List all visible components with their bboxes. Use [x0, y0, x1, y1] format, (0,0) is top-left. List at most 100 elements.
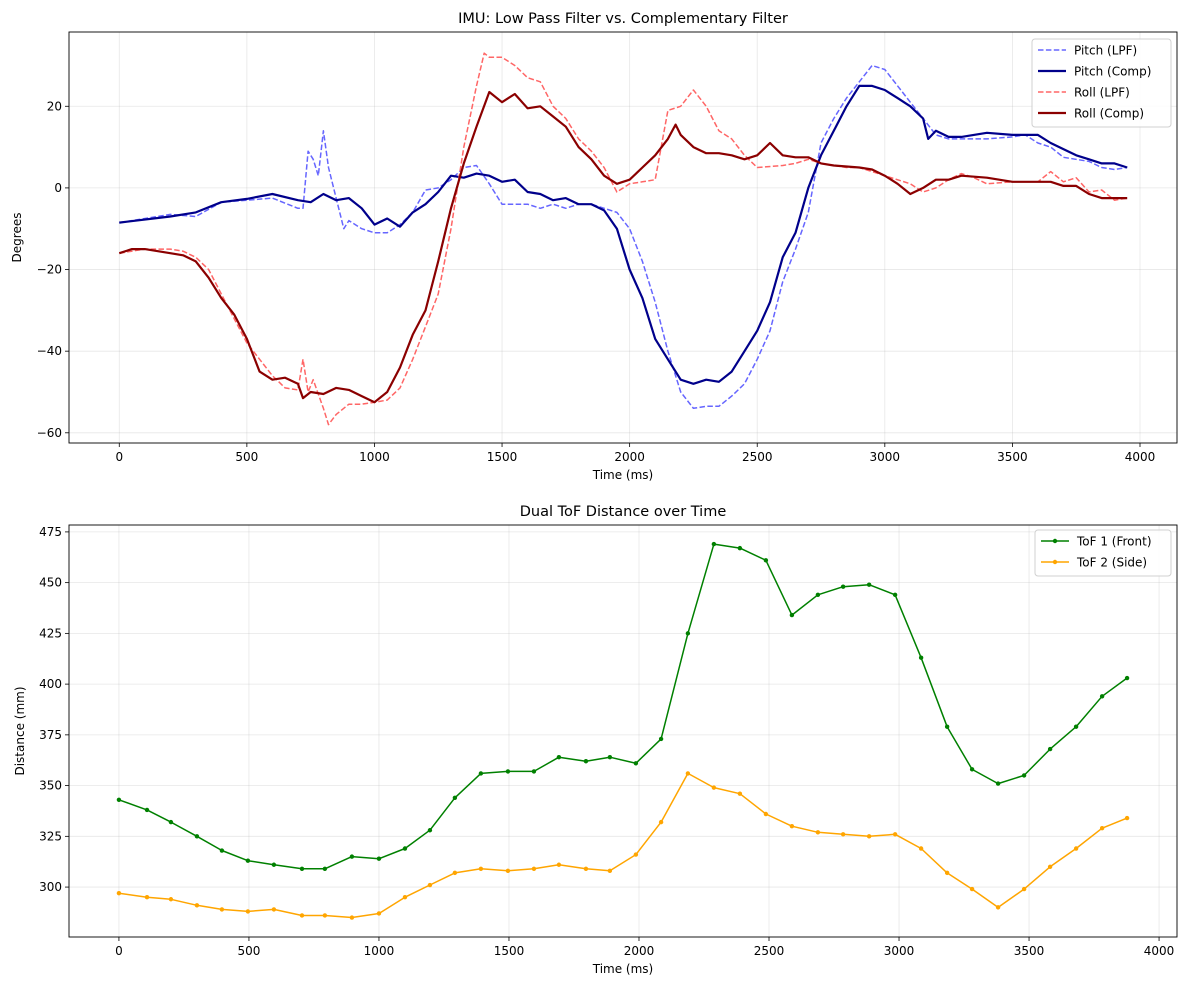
x-tick-label: 3500 [997, 450, 1028, 464]
y-tick-label: 400 [39, 677, 62, 691]
data-point [556, 754, 562, 760]
y-tick-label: −60 [37, 426, 62, 440]
data-point [116, 890, 122, 896]
x-tick-label: 1500 [494, 944, 525, 958]
x-axis-label: Time (ms) [592, 962, 654, 976]
data-point [918, 655, 924, 660]
x-tick-label: 2000 [614, 450, 645, 464]
y-tick-label: 425 [39, 626, 62, 640]
legend: ToF 1 (Front) ToF 2 (Side) [1034, 529, 1172, 577]
x-tick-label: 1500 [487, 450, 518, 464]
data-point [271, 862, 277, 867]
x-tick-label: 4000 [1125, 450, 1156, 464]
data-point [322, 913, 328, 918]
data-point [789, 612, 795, 618]
chart-title: Dual ToF Distance over Time [520, 504, 727, 520]
data-point [1021, 773, 1027, 778]
data-point [478, 866, 484, 872]
legend-marker [1052, 538, 1058, 544]
data-point [685, 631, 691, 636]
y-tick-label: 325 [39, 829, 62, 843]
data-point [1021, 886, 1027, 892]
data-point [168, 897, 174, 902]
data-point [1047, 746, 1053, 752]
data-point [505, 769, 511, 774]
axes-frame [68, 524, 1178, 938]
y-tick-label: 475 [39, 525, 62, 539]
data-point [144, 895, 150, 900]
data-point [866, 834, 872, 839]
data-point [607, 754, 613, 760]
x-tick-label: 4000 [1144, 944, 1175, 958]
data-point [658, 819, 664, 825]
y-tick-label: −20 [37, 263, 62, 277]
data-point [168, 819, 174, 825]
data-point [478, 771, 484, 776]
data-point [1073, 846, 1079, 851]
data-point [711, 541, 717, 547]
data-point [1124, 815, 1130, 821]
data-point [763, 811, 769, 817]
series-line-0 [118, 543, 1128, 870]
data-point [271, 907, 277, 912]
data-point [1099, 826, 1105, 831]
y-tick-label: 0 [54, 181, 62, 195]
data-point [789, 823, 795, 829]
legend-label: Pitch (Comp) [1074, 65, 1151, 79]
data-point [219, 907, 225, 912]
y-tick-label: −40 [37, 344, 62, 358]
legend-box [1031, 38, 1172, 128]
data-point [840, 832, 846, 837]
data-point [427, 828, 433, 833]
legend-label: Roll (Comp) [1074, 107, 1144, 121]
data-point [1124, 675, 1130, 681]
data-point [452, 795, 458, 800]
data-point [531, 866, 537, 872]
x-axis-label: Time (ms) [592, 468, 654, 482]
data-point [299, 866, 305, 872]
data-point [556, 862, 562, 867]
data-point [995, 905, 1001, 910]
series-group [116, 541, 1130, 920]
data-point [892, 832, 898, 837]
x-tick-label: 2500 [754, 944, 785, 958]
legend-label: ToF 2 (Side) [1076, 556, 1147, 570]
data-point [194, 834, 200, 839]
data-point [531, 769, 537, 774]
y-axis-label: Degrees [10, 213, 24, 263]
data-point [349, 915, 355, 920]
series-group [118, 52, 1128, 426]
data-point [144, 807, 150, 813]
y-tick-label: 20 [47, 99, 62, 113]
x-tick-label: 3500 [1014, 944, 1045, 958]
chart-title: IMU: Low Pass Filter vs. Complementary F… [458, 11, 788, 27]
x-tick-label: 500 [235, 450, 258, 464]
data-point [969, 886, 975, 892]
data-point [376, 911, 382, 916]
x-tick-label: 3000 [870, 450, 901, 464]
x-tick-label: 3000 [884, 944, 915, 958]
series-line-2 [119, 52, 1128, 426]
series-line-3 [118, 90, 1128, 404]
subplot-2: 0 500 1000 1500 2000 2500 3000 3500 4000 300 325 35… [13, 504, 1178, 976]
subplot-1: 0 500 1000 1500 2000 2500 3000 3500 4000 −60 −40 −2… [10, 11, 1178, 482]
data-point [866, 582, 872, 587]
data-point [763, 558, 769, 563]
x-tick-label: 2500 [742, 450, 773, 464]
data-point [1047, 864, 1053, 869]
data-point [505, 868, 511, 874]
data-point [245, 858, 251, 863]
y-tick-label: 375 [39, 728, 62, 742]
data-point [918, 846, 924, 851]
data-point [658, 736, 664, 742]
data-point [815, 592, 821, 598]
x-tick-label: 2000 [624, 944, 655, 958]
data-point [402, 895, 408, 900]
data-point [402, 846, 408, 851]
y-tick-label: 300 [39, 880, 62, 894]
series-line-1 [118, 772, 1128, 919]
data-point [892, 592, 898, 598]
x-tick-label: 1000 [364, 944, 395, 958]
data-point [116, 797, 122, 803]
data-point [944, 870, 950, 876]
